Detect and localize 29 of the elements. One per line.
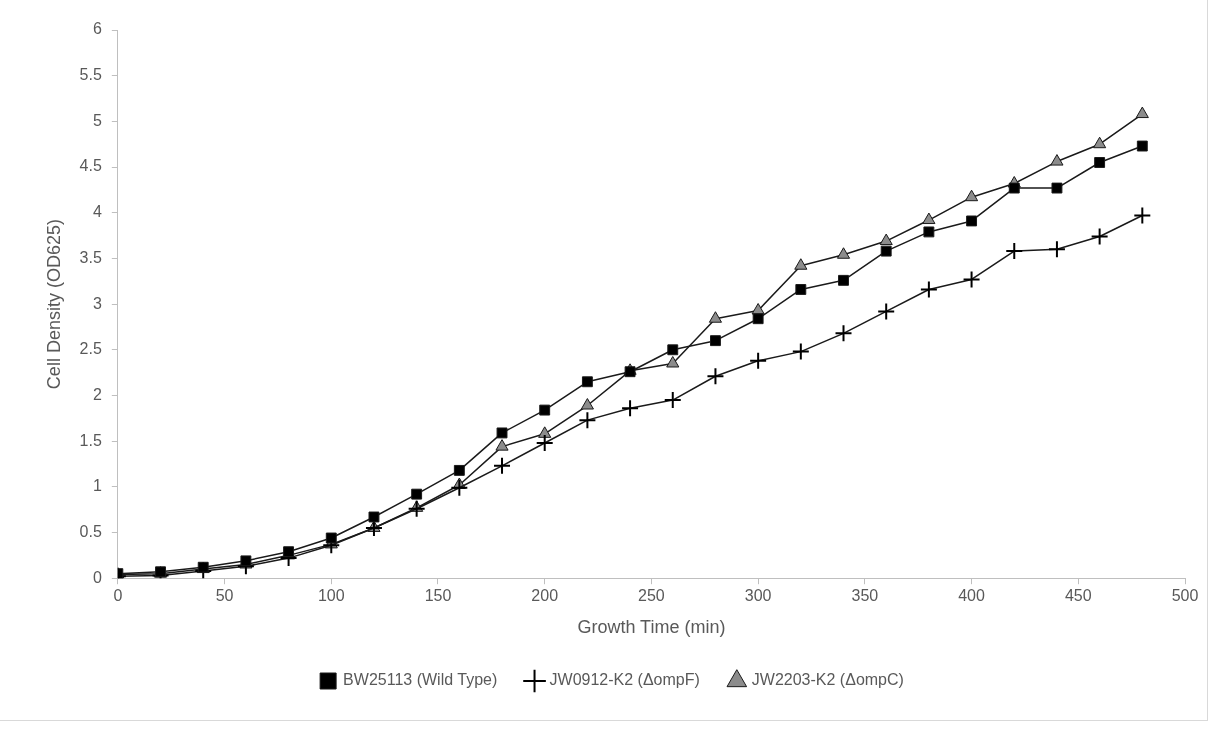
x-tick-label: 100 — [317, 587, 345, 605]
y-axis-title: Cell Density (OD625) — [43, 219, 64, 390]
y-tick-label: 4 — [92, 203, 102, 221]
x-tick-label: 400 — [958, 587, 986, 605]
x-tick-label: 350 — [851, 587, 879, 605]
y-tick-label: 5 — [92, 111, 102, 129]
y-tick-label: 0 — [92, 568, 102, 586]
x-tick-label: 0 — [113, 587, 123, 605]
x-tick-label: 300 — [744, 587, 772, 605]
y-tick-label: 2 — [92, 385, 102, 403]
y-tick-label: 6 — [92, 20, 102, 38]
legend-label: JW0912-K2 (ΔompF) — [549, 671, 700, 689]
y-tick-label: 3.5 — [79, 248, 102, 266]
x-tick-label: 250 — [638, 587, 665, 605]
x-tick-label: 50 — [215, 587, 234, 605]
x-axis-title: Growth Time (min) — [577, 617, 726, 638]
x-tick-label: 200 — [531, 587, 559, 605]
y-tick-label: 1.5 — [79, 431, 102, 449]
x-tick-label: 500 — [1171, 587, 1199, 605]
legend-label: BW25113 (Wild Type) — [343, 671, 498, 689]
y-tick-label: 5.5 — [79, 66, 102, 84]
y-tick-label: 0.5 — [79, 522, 102, 540]
legend-label: JW2203-K2 (ΔompC) — [751, 671, 904, 689]
y-tick-label: 2.5 — [79, 340, 102, 358]
y-tick-label: 4.5 — [79, 157, 102, 175]
x-tick-label: 450 — [1064, 587, 1092, 605]
y-tick-label: 3 — [92, 294, 102, 312]
x-tick-label: 150 — [424, 587, 452, 605]
y-tick-label: 1 — [92, 477, 102, 495]
